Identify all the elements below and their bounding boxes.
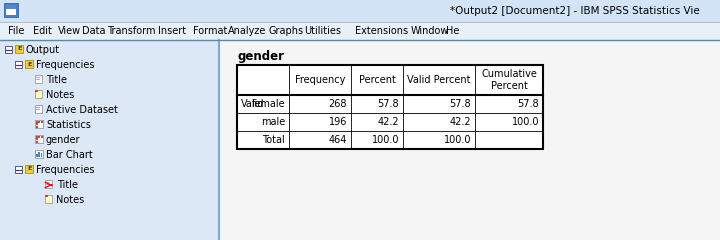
Bar xyxy=(36,109,40,110)
Bar xyxy=(38,120,40,122)
Bar xyxy=(0,0,720,22)
Text: 100.0: 100.0 xyxy=(444,135,471,145)
Text: Cumulative
Percent: Cumulative Percent xyxy=(481,69,537,91)
Text: Graphs: Graphs xyxy=(269,26,304,36)
Bar xyxy=(45,195,52,203)
Text: 57.8: 57.8 xyxy=(449,99,471,109)
Text: E: E xyxy=(17,47,21,52)
Bar xyxy=(35,123,37,125)
Text: Frequencies: Frequencies xyxy=(36,165,94,175)
Text: Data: Data xyxy=(82,26,106,36)
Text: Active Dataset: Active Dataset xyxy=(46,105,118,115)
Text: Valid: Valid xyxy=(241,99,264,109)
Text: Output: Output xyxy=(26,45,60,55)
Text: View: View xyxy=(58,26,81,36)
Bar xyxy=(36,79,40,80)
Bar xyxy=(38,123,40,125)
Bar xyxy=(38,140,40,143)
Text: Insert: Insert xyxy=(158,26,186,36)
Text: 57.8: 57.8 xyxy=(518,99,539,109)
Bar xyxy=(35,126,37,127)
Bar xyxy=(38,138,40,140)
Bar xyxy=(35,150,43,158)
Bar xyxy=(40,126,42,127)
Bar xyxy=(0,22,720,40)
Bar xyxy=(36,154,37,157)
Bar xyxy=(35,105,42,113)
Bar xyxy=(40,123,42,125)
Text: 268: 268 xyxy=(328,99,347,109)
Bar xyxy=(4,3,18,17)
Text: Notes: Notes xyxy=(46,90,74,100)
Text: 100.0: 100.0 xyxy=(372,135,399,145)
Text: 100.0: 100.0 xyxy=(511,117,539,127)
Bar xyxy=(40,136,42,138)
Text: Format: Format xyxy=(193,26,228,36)
Text: E: E xyxy=(27,167,31,172)
Bar xyxy=(6,5,16,9)
Bar xyxy=(0,40,219,240)
Text: Extensions: Extensions xyxy=(355,26,408,36)
Text: Percent: Percent xyxy=(359,75,395,85)
Text: Transform: Transform xyxy=(107,26,156,36)
Text: 42.2: 42.2 xyxy=(449,117,471,127)
Text: gender: gender xyxy=(46,135,81,145)
Bar xyxy=(46,182,50,183)
Bar xyxy=(46,184,50,185)
Bar xyxy=(38,152,40,157)
Text: male: male xyxy=(261,117,285,127)
Bar xyxy=(36,77,40,78)
Text: Frequencies: Frequencies xyxy=(36,60,94,70)
Bar xyxy=(38,126,40,127)
Bar xyxy=(35,75,42,83)
Text: Title: Title xyxy=(57,180,78,190)
Bar xyxy=(35,120,37,122)
Text: Total: Total xyxy=(262,135,285,145)
Bar xyxy=(237,65,543,149)
Bar xyxy=(6,5,16,15)
Text: Notes: Notes xyxy=(56,195,84,205)
Text: Frequency: Frequency xyxy=(294,75,345,85)
Text: Edit: Edit xyxy=(33,26,52,36)
Bar xyxy=(36,107,40,108)
Bar xyxy=(25,165,33,173)
Text: *Output2 [Document2] - IBM SPSS Statistics Vie: *Output2 [Document2] - IBM SPSS Statisti… xyxy=(450,6,700,16)
Bar xyxy=(5,46,12,53)
Text: female: female xyxy=(251,99,285,109)
Bar xyxy=(38,136,40,138)
Bar xyxy=(15,45,23,53)
Text: Valid Percent: Valid Percent xyxy=(408,75,471,85)
Bar xyxy=(35,90,42,98)
Bar xyxy=(15,166,22,173)
Bar xyxy=(35,140,37,143)
Bar xyxy=(15,61,22,68)
Bar xyxy=(219,40,720,240)
Bar xyxy=(40,140,42,143)
Bar xyxy=(45,180,52,188)
Text: Statistics: Statistics xyxy=(46,120,91,130)
Text: Title: Title xyxy=(46,75,67,85)
Bar xyxy=(35,120,43,128)
Text: gender: gender xyxy=(237,50,284,63)
Text: File: File xyxy=(8,26,24,36)
Text: Analyze: Analyze xyxy=(228,26,267,36)
Bar xyxy=(35,136,37,138)
Text: Utilities: Utilities xyxy=(304,26,341,36)
Text: 464: 464 xyxy=(328,135,347,145)
Bar xyxy=(40,138,42,140)
Bar xyxy=(35,90,38,92)
Text: 196: 196 xyxy=(328,117,347,127)
Text: Bar Chart: Bar Chart xyxy=(46,150,93,160)
Bar xyxy=(40,153,42,157)
Bar xyxy=(35,135,43,143)
Bar xyxy=(35,138,37,140)
Bar xyxy=(45,195,48,197)
Bar xyxy=(40,120,42,122)
Text: E: E xyxy=(27,61,31,66)
Text: 57.8: 57.8 xyxy=(377,99,399,109)
Text: He: He xyxy=(446,26,459,36)
Bar xyxy=(25,60,33,68)
Text: 42.2: 42.2 xyxy=(377,117,399,127)
Text: Window: Window xyxy=(411,26,449,36)
